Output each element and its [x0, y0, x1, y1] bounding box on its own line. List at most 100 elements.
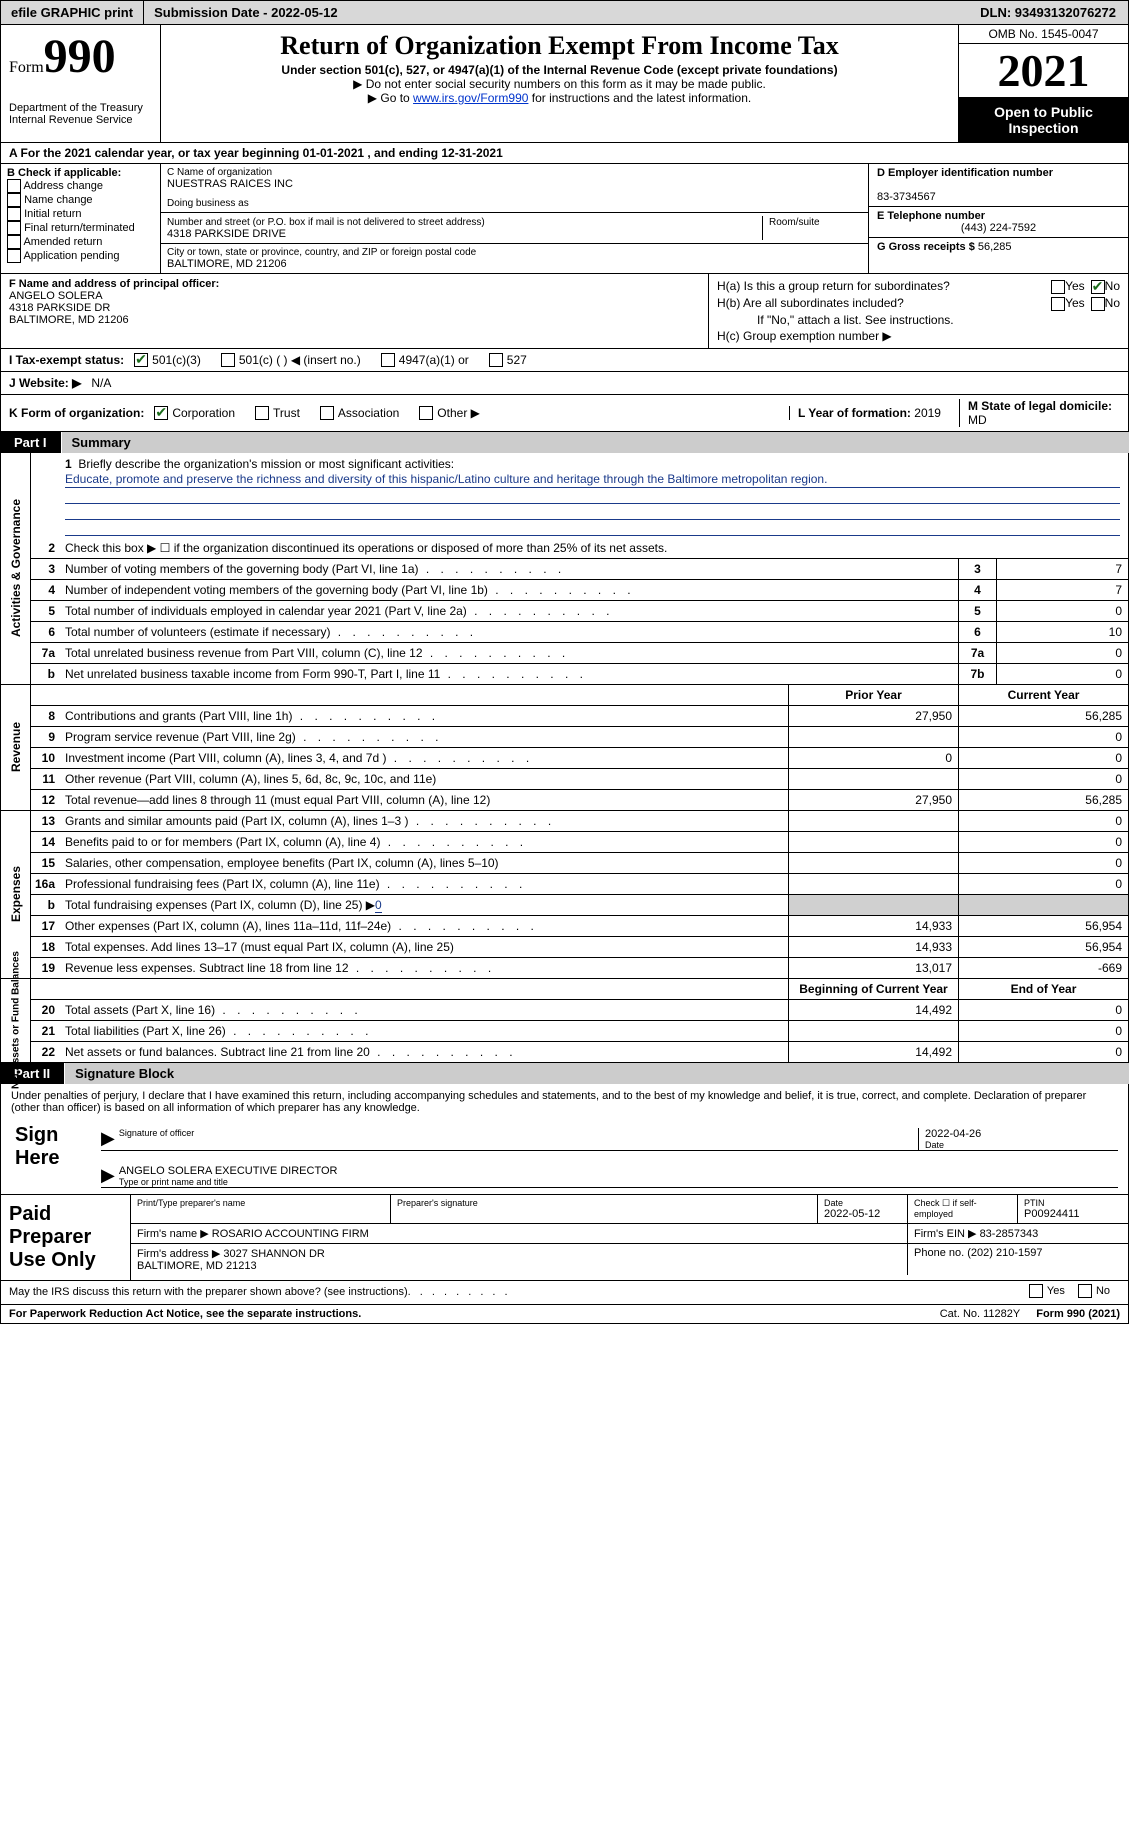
- cb-association[interactable]: Association: [320, 406, 399, 420]
- header-sub1: Under section 501(c), 527, or 4947(a)(1)…: [169, 63, 950, 77]
- r18-curr: 56,954: [958, 937, 1128, 957]
- cb-name-change[interactable]: Name change: [7, 193, 154, 207]
- form-header: Form990 Department of the Treasury Inter…: [0, 25, 1129, 143]
- side-activities: Activities & Governance: [9, 499, 23, 637]
- row-k-form-org: K Form of organization: Corporation Trus…: [0, 395, 1129, 432]
- officer-addr2: BALTIMORE, MD 21206: [9, 314, 700, 326]
- row-j-website: J Website: ▶ N/A: [0, 372, 1129, 395]
- line4-val: 7: [996, 580, 1128, 600]
- col-h: H(a) Is this a group return for subordin…: [708, 274, 1128, 348]
- form-word: Form: [9, 59, 44, 76]
- cat-no: Cat. No. 11282Y: [932, 1305, 1029, 1323]
- block-identity: B Check if applicable: Address change Na…: [0, 164, 1129, 274]
- r8-prior: 27,950: [788, 706, 958, 726]
- discuss-yes[interactable]: Yes: [1029, 1284, 1065, 1298]
- r20-curr: 0: [958, 1000, 1128, 1020]
- r12-prior: 27,950: [788, 790, 958, 810]
- r8-curr: 56,285: [958, 706, 1128, 726]
- line6-val: 10: [996, 622, 1128, 642]
- org-name: NUESTRAS RAICES INC: [167, 178, 862, 190]
- r15-curr: 0: [958, 853, 1128, 873]
- website-value: N/A: [91, 376, 111, 390]
- ein: 83-3734567: [877, 191, 936, 203]
- form-title: Return of Organization Exempt From Incom…: [169, 31, 950, 61]
- cb-501c[interactable]: 501(c) ( ) ◀ (insert no.): [221, 353, 361, 367]
- r21-curr: 0: [958, 1021, 1128, 1041]
- signature-block: Under penalties of perjury, I declare th…: [0, 1084, 1129, 1195]
- header-sub2b: ▶ Go to www.irs.gov/Form990 for instruct…: [169, 91, 950, 105]
- row-a-tax-year: A For the 2021 calendar year, or tax yea…: [0, 143, 1129, 164]
- cb-address-change[interactable]: Address change: [7, 179, 154, 193]
- paperwork-notice: For Paperwork Reduction Act Notice, see …: [1, 1305, 932, 1323]
- line7b-val: 0: [996, 664, 1128, 684]
- cb-501c3[interactable]: 501(c)(3): [134, 353, 201, 367]
- col-f: F Name and address of principal officer:…: [1, 274, 708, 348]
- ptin: P00924411: [1024, 1208, 1079, 1220]
- hb-yes[interactable]: Yes: [1051, 296, 1085, 311]
- cb-527[interactable]: 527: [489, 353, 527, 367]
- ha-yes[interactable]: Yes: [1051, 279, 1085, 294]
- officer-addr1: 4318 PARKSIDE DR: [9, 302, 700, 314]
- section-net-assets: Net Assets or Fund Balances Beginning of…: [0, 979, 1129, 1063]
- ha-no[interactable]: No: [1091, 279, 1120, 294]
- mission-text: Educate, promote and preserve the richne…: [65, 471, 1120, 488]
- part2-header: Part II Signature Block: [0, 1063, 1129, 1084]
- r16b-val: 0: [375, 898, 382, 913]
- block-fh: F Name and address of principal officer:…: [0, 274, 1129, 349]
- city-state-zip: BALTIMORE, MD 21206: [167, 258, 862, 270]
- line3-val: 7: [996, 559, 1128, 579]
- col-b-checkboxes: B Check if applicable: Address change Na…: [1, 164, 161, 273]
- state-domicile: MD: [968, 413, 987, 427]
- cb-initial-return[interactable]: Initial return: [7, 207, 154, 221]
- cb-trust[interactable]: Trust: [255, 406, 300, 420]
- cb-corporation[interactable]: Corporation: [154, 406, 235, 420]
- open-to-public: Open to Public Inspection: [959, 98, 1128, 142]
- efile-print-button[interactable]: efile GRAPHIC print: [1, 1, 144, 24]
- arrow-icon: ▶: [101, 1128, 115, 1150]
- cb-application-pending[interactable]: Application pending: [7, 249, 154, 263]
- dln: DLN: 93493132076272: [968, 1, 1128, 24]
- r16a-curr: 0: [958, 874, 1128, 894]
- header-sub2a: ▶ Do not enter social security numbers o…: [169, 77, 950, 91]
- r17-curr: 56,954: [958, 916, 1128, 936]
- prep-date: 2022-05-12: [824, 1208, 880, 1220]
- topbar: efile GRAPHIC print Submission Date - 20…: [0, 0, 1129, 25]
- r22-prior: 14,492: [788, 1042, 958, 1062]
- telephone: (443) 224-7592: [877, 222, 1120, 234]
- section-expenses: Expenses 13Grants and similar amounts pa…: [0, 811, 1129, 979]
- side-expenses: Expenses: [9, 866, 23, 922]
- street-address: 4318 PARKSIDE DRIVE: [167, 228, 286, 240]
- cb-4947a1[interactable]: 4947(a)(1) or: [381, 353, 469, 367]
- header-right: OMB No. 1545-0047 2021 Open to Public In…: [958, 25, 1128, 142]
- part1-header: Part I Summary: [0, 432, 1129, 453]
- gross-receipts: 56,285: [978, 241, 1012, 253]
- cb-final-return[interactable]: Final return/terminated: [7, 221, 154, 235]
- firm-ein: 83-2857343: [980, 1228, 1039, 1240]
- perjury-declaration: Under penalties of perjury, I declare th…: [11, 1090, 1118, 1114]
- r10-curr: 0: [958, 748, 1128, 768]
- r17-prior: 14,933: [788, 916, 958, 936]
- arrow-icon: ▶: [101, 1165, 115, 1187]
- side-revenue: Revenue: [9, 722, 23, 772]
- r20-prior: 14,492: [788, 1000, 958, 1020]
- cb-other[interactable]: Other ▶: [419, 406, 480, 420]
- line7a-val: 0: [996, 643, 1128, 663]
- submission-date: Submission Date - 2022-05-12: [144, 1, 348, 24]
- discuss-no[interactable]: No: [1078, 1284, 1110, 1298]
- header-mid: Return of Organization Exempt From Incom…: [161, 25, 958, 142]
- r19-prior: 13,017: [788, 958, 958, 978]
- r12-curr: 56,285: [958, 790, 1128, 810]
- r9-curr: 0: [958, 727, 1128, 747]
- col-c: C Name of organization NUESTRAS RAICES I…: [161, 164, 868, 273]
- r18-prior: 14,933: [788, 937, 958, 957]
- form990-link[interactable]: www.irs.gov/Form990: [413, 91, 528, 105]
- section-revenue: Revenue Prior YearCurrent Year 8Contribu…: [0, 685, 1129, 811]
- firm-name: ROSARIO ACCOUNTING FIRM: [212, 1228, 369, 1240]
- officer-name-title: ANGELO SOLERA EXECUTIVE DIRECTOR: [119, 1165, 338, 1177]
- hb-no[interactable]: No: [1091, 296, 1120, 311]
- form-footer: Form 990 (2021): [1028, 1305, 1128, 1323]
- cb-amended-return[interactable]: Amended return: [7, 235, 154, 249]
- sign-here-label: Sign Here: [11, 1114, 101, 1188]
- section-activities: Activities & Governance 1 Briefly descri…: [0, 453, 1129, 685]
- paid-preparer-label: Paid Preparer Use Only: [1, 1195, 131, 1280]
